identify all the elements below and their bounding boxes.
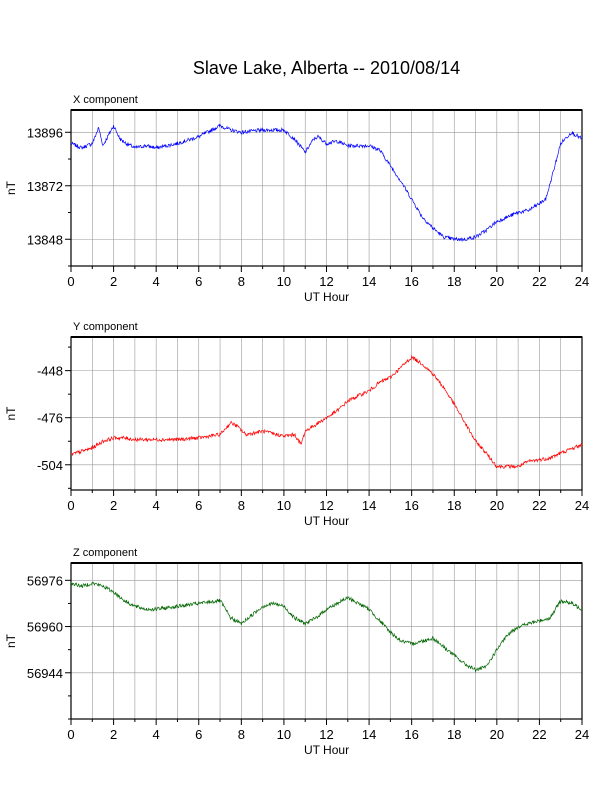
z-xtick-label: 6 xyxy=(195,727,202,742)
y-xtick-label: 22 xyxy=(532,498,546,513)
y-xtick-label: 10 xyxy=(277,498,291,513)
x-xtick-label: 14 xyxy=(362,274,376,289)
z-xtick-label: 0 xyxy=(67,727,74,742)
z-xtick-label: 14 xyxy=(362,727,376,742)
x-xtick-label: 24 xyxy=(575,274,589,289)
y-axis-xlabel: UT Hour xyxy=(304,514,349,528)
y-xtick-label: 16 xyxy=(404,498,418,513)
z-xtick-label: 24 xyxy=(575,727,589,742)
y-ytick-label: -476 xyxy=(37,411,63,426)
z-xtick-label: 12 xyxy=(319,727,333,742)
x-xtick-label: 6 xyxy=(195,274,202,289)
y-xtick-label: 2 xyxy=(110,498,117,513)
z-ytick-label: 56976 xyxy=(27,573,63,588)
x-xtick-label: 22 xyxy=(532,274,546,289)
x-xtick-label: 0 xyxy=(67,274,74,289)
z-ytick-label: 56944 xyxy=(27,666,63,681)
x-xtick-label: 8 xyxy=(238,274,245,289)
z-panel-label: Z component xyxy=(73,547,137,559)
z-xtick-label: 20 xyxy=(490,727,504,742)
x-xtick-label: 10 xyxy=(277,274,291,289)
y-xtick-label: 0 xyxy=(67,498,74,513)
z-xtick-label: 10 xyxy=(277,727,291,742)
y-xtick-label: 8 xyxy=(238,498,245,513)
x-ytick-label: 13848 xyxy=(27,232,63,247)
x-axis-ylabel: nT xyxy=(4,180,18,195)
y-ytick-label: -448 xyxy=(37,364,63,379)
y-xtick-label: 24 xyxy=(575,498,589,513)
y-series-line xyxy=(70,354,583,469)
x-ytick-label: 13896 xyxy=(27,125,63,140)
z-series-line xyxy=(70,581,583,673)
z-xtick-label: 18 xyxy=(447,727,461,742)
x-xtick-label: 16 xyxy=(404,274,418,289)
y-xtick-label: 18 xyxy=(447,498,461,513)
y-panel-label: Y component xyxy=(73,321,138,333)
z-xtick-label: 8 xyxy=(238,727,245,742)
z-xtick-label: 4 xyxy=(153,727,160,742)
z-ytick-label: 56960 xyxy=(27,620,63,635)
x-axis-xlabel: UT Hour xyxy=(304,290,349,304)
x-xtick-label: 20 xyxy=(490,274,504,289)
x-xtick-label: 2 xyxy=(110,274,117,289)
x-xtick-label: 12 xyxy=(319,274,333,289)
y-xtick-label: 6 xyxy=(195,498,202,513)
x-ytick-label: 13872 xyxy=(27,179,63,194)
y-xtick-label: 20 xyxy=(490,498,504,513)
y-xtick-label: 12 xyxy=(319,498,333,513)
y-axis-ylabel: nT xyxy=(4,406,18,421)
z-axis-ylabel: nT xyxy=(4,633,18,648)
page-title: Slave Lake, Alberta -- 2010/08/14 xyxy=(192,58,461,78)
x-xtick-label: 18 xyxy=(447,274,461,289)
x-xtick-label: 4 xyxy=(153,274,160,289)
x-series-line xyxy=(70,123,583,242)
z-xtick-label: 2 xyxy=(110,727,117,742)
z-axis-xlabel: UT Hour xyxy=(304,743,349,757)
y-xtick-label: 14 xyxy=(362,498,376,513)
z-xtick-label: 22 xyxy=(532,727,546,742)
x-panel-label: X component xyxy=(73,94,138,106)
y-xtick-label: 4 xyxy=(153,498,160,513)
y-ytick-label: -504 xyxy=(37,458,63,473)
z-xtick-label: 16 xyxy=(404,727,418,742)
